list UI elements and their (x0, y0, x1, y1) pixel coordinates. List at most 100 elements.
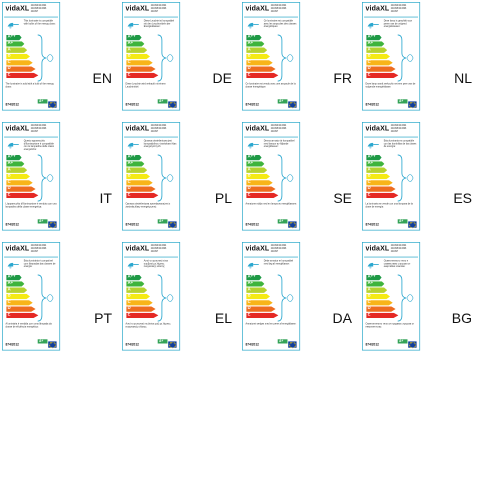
energy-scale: A++ A+ A B C D E (6, 274, 41, 320)
energy-label-cell-es: vidaXL 244393/244394 244395/244396 244397… (360, 120, 480, 240)
sold-with-text: Deze lamp wordt verkocht met een peer va… (365, 82, 416, 89)
energy-class-label: B (367, 173, 371, 178)
energy-class-bar: C (246, 60, 273, 66)
header-divider (124, 136, 178, 138)
energy-class-label: B (247, 293, 251, 298)
sold-with-text: Oprawa oświetleniowa sprzedawana jest z … (125, 202, 171, 209)
energy-class-bar: C (366, 300, 393, 306)
energy-class-bar: A++ (6, 274, 22, 281)
energy-class-bar: E (366, 192, 399, 199)
energy-class-label: D (247, 306, 251, 311)
energy-class-badge: A+ (397, 99, 408, 104)
compatibility-text: Deze lamp is geschikt voor peren van de … (383, 19, 413, 29)
regulation-number: 874/2012 (5, 342, 19, 347)
brand-logo: vidaXL (245, 244, 270, 253)
energy-class-badge: A+ (397, 219, 408, 224)
energy-class-badge: A+ (277, 339, 288, 344)
energy-class-label: E (367, 312, 371, 317)
energy-class-label: C (367, 60, 371, 65)
energy-label: vidaXL 244393/244394 244395/244396 244397… (362, 242, 421, 351)
compatibility-text: Denna armatur är kompatibel med lampor a… (263, 139, 295, 149)
energy-class-bar: E (6, 192, 39, 199)
energy-label-cell-de: vidaXL 244393/244394 244395/244396 244397… (120, 0, 240, 120)
regulation-number: 874/2012 (365, 102, 379, 107)
energy-label: vidaXL 244393/244394 244395/244396 244397… (2, 2, 61, 111)
energy-class-bar: B (126, 173, 150, 180)
energy-class-bar: D (246, 306, 276, 312)
eu-flag-icon (168, 341, 177, 349)
energy-class-badge: A+ (37, 339, 48, 344)
energy-class-bar: B (126, 53, 150, 60)
energy-class-label: B (247, 173, 251, 178)
eu-flag-icon (48, 221, 57, 229)
energy-scale: A++ A+ A B C D E (126, 34, 161, 80)
product-codes: 244393/244394 244395/244396 244397 (390, 124, 407, 133)
compatibility-text: Ce luminaire est compatible avec les amp… (263, 19, 297, 29)
energy-class-bar: B (246, 173, 270, 180)
brand-logo: vidaXL (5, 124, 30, 133)
language-code: ES (453, 190, 472, 206)
label-card: vidaXL 244393/244394 244395/244396 244397… (242, 242, 301, 351)
energy-class-bar: A+ (6, 41, 25, 47)
regulation-number: 874/2012 (5, 102, 19, 107)
energy-class-bar: A++ (126, 154, 142, 161)
energy-class-label: A (7, 287, 11, 292)
brace-icon (157, 34, 174, 82)
brace-icon (397, 34, 414, 82)
energy-class-bar: B (246, 293, 270, 300)
energy-class-bar: D (366, 306, 396, 312)
energy-class-label: D (7, 186, 11, 191)
energy-class-badge: A+ (37, 99, 48, 104)
brand-logo: vidaXL (5, 4, 30, 13)
label-card: vidaXL 244393/244394 244395/244396 244397… (122, 242, 181, 351)
energy-class-label: B (367, 293, 371, 298)
product-codes: 244393/244394 244395/244396 244397 (30, 124, 47, 133)
energy-scale: A++ A+ A B C D E (366, 274, 401, 320)
regulation-number: 874/2012 (245, 222, 259, 227)
energy-label: vidaXL 244393/244394 244395/244396 244397… (242, 2, 301, 111)
regulation-number: 874/2012 (365, 342, 379, 347)
eu-flag-icon (288, 341, 297, 349)
header-divider (364, 16, 418, 18)
brace-icon (277, 274, 294, 322)
compatibility-text: Oprawa oświetleniowa jest kompatybilna z… (143, 139, 177, 149)
energy-class-label: A+ (7, 41, 14, 46)
energy-class-label: D (127, 306, 131, 311)
header-divider (244, 16, 298, 18)
energy-label: vidaXL 244393/244394 244395/244396 244397… (242, 242, 301, 351)
energy-class-label: D (367, 186, 371, 191)
brace-icon (277, 34, 294, 82)
energy-class-bar: A+ (6, 161, 25, 167)
energy-class-label: C (7, 300, 11, 305)
energy-class-bar: A (126, 47, 148, 53)
energy-class-bar: D (6, 66, 36, 72)
energy-class-bar: A+ (246, 41, 265, 47)
energy-scale: A++ A+ A B C D E (366, 154, 401, 200)
regulation-number: 874/2012 (365, 222, 379, 227)
energy-class-label: C (127, 180, 131, 185)
energy-class-bar: C (246, 300, 273, 306)
energy-class-bar: A+ (366, 281, 385, 287)
sold-with-text: Αυτό το φωτιστικό πωλείται μαζί με λάμπε… (125, 322, 171, 329)
energy-class-bar: E (126, 192, 159, 199)
energy-class-label: E (247, 72, 251, 77)
energy-class-bar: C (126, 300, 153, 306)
energy-class-label: C (367, 180, 371, 185)
lamp-icon (367, 262, 379, 269)
energy-class-badge: A+ (157, 99, 168, 104)
brace-icon (157, 154, 174, 202)
energy-class-bar: A (6, 287, 28, 293)
energy-class-bar: C (6, 60, 33, 66)
energy-class-label: A++ (7, 274, 16, 280)
energy-class-label: E (367, 192, 371, 197)
energy-class-label: A+ (367, 281, 374, 286)
product-codes: 244393/244394 244395/244396 244397 (270, 4, 287, 13)
brace-icon (37, 34, 54, 82)
energy-class-bar: A++ (366, 274, 382, 281)
energy-class-label: D (127, 66, 131, 71)
energy-class-bar: A (366, 47, 388, 53)
energy-class-label: B (247, 53, 251, 58)
product-codes: 244393/244394 244395/244396 244397 (30, 4, 47, 13)
energy-class-label: A (367, 167, 371, 172)
